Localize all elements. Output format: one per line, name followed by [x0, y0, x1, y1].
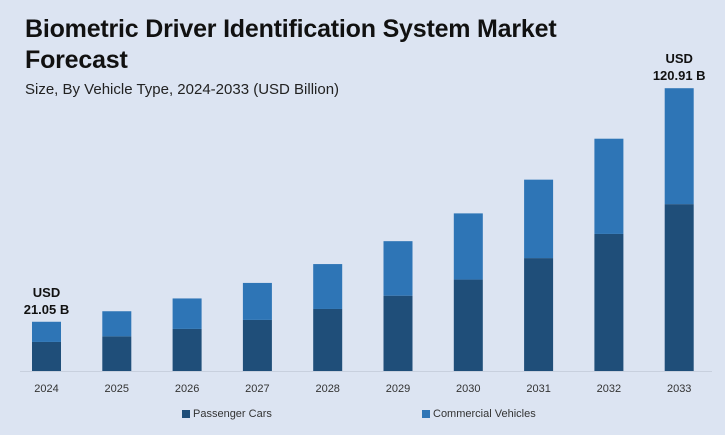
bar-commercial-vehicles-2028: [313, 264, 343, 309]
bar-passenger-cars-2031: [524, 258, 554, 371]
bar-passenger-cars-2027: [242, 319, 272, 371]
bar-passenger-cars-2024: [32, 341, 61, 371]
bar-commercial-vehicles-2025: [102, 311, 132, 337]
bar-commercial-vehicles-2033: [664, 88, 694, 205]
bar-commercial-vehicles-2030: [453, 213, 483, 280]
x-tick-label: 2027: [245, 383, 269, 395]
bar-passenger-cars-2032: [594, 233, 624, 371]
bar-passenger-cars-2028: [313, 308, 343, 371]
legend-swatch-passenger-cars: [182, 410, 190, 418]
bar-commercial-vehicles-2027: [242, 282, 272, 320]
bar-passenger-cars-2033: [664, 204, 694, 371]
legend-item-passenger-cars: Passenger Cars: [182, 408, 272, 420]
legend-label-commercial-vehicles: Commercial Vehicles: [433, 408, 536, 420]
legend-label-passenger-cars: Passenger Cars: [193, 408, 272, 420]
x-tick-label: 2025: [105, 383, 129, 395]
x-tick-label: 2028: [315, 383, 339, 395]
chart-subtitle: Size, By Vehicle Type, 2024-2033 (USD Bi…: [25, 81, 340, 98]
x-tick-label: 2031: [526, 383, 550, 395]
x-tick-label: 2032: [597, 383, 621, 395]
annotation-currency-2024: USD: [33, 285, 60, 300]
x-tick-label: 2024: [34, 383, 58, 395]
x-tick-label: 2033: [667, 383, 691, 395]
bar-passenger-cars-2025: [102, 336, 132, 371]
bar-passenger-cars-2029: [383, 295, 413, 371]
chart-title: Biometric Driver Identification System M…: [25, 15, 557, 74]
bar-commercial-vehicles-2029: [383, 241, 413, 296]
legend-item-commercial-vehicles: Commercial Vehicles: [422, 408, 536, 420]
bar-commercial-vehicles-2031: [524, 179, 554, 259]
bar-commercial-vehicles-2026: [172, 298, 202, 329]
bar-passenger-cars-2026: [172, 328, 202, 371]
x-tick-label: 2029: [386, 383, 410, 395]
x-tick-label: 2030: [456, 383, 480, 395]
annotation-currency-2033: USD: [665, 51, 692, 66]
x-tick-label: 2026: [175, 383, 199, 395]
bar-passenger-cars-2030: [453, 279, 483, 371]
annotation-value-2024: 21.05 B: [24, 302, 70, 317]
legend-swatch-commercial-vehicles: [422, 410, 430, 418]
bar-commercial-vehicles-2024: [32, 321, 61, 342]
annotation-value-2033: 120.91 B: [653, 68, 706, 83]
bar-commercial-vehicles-2032: [594, 138, 624, 234]
